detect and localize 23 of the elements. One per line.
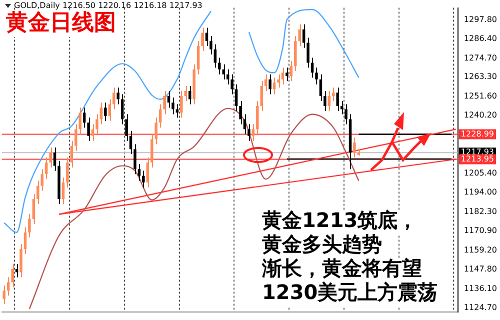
annotation: 黄金多头趋势 [261,232,382,256]
y-tick-label: 1240.20 [464,110,498,120]
ref-line-label: 1213.95 [460,154,494,164]
y-tick-label: 1286.40 [464,34,498,43]
annotation: 渐长，黄金将有望 [261,256,422,280]
annotation: 1230美元上方震荡 [262,280,438,304]
chart-subtitle: GOLD,Daily 1216.50 1220.16 1216.18 1217.93 [14,1,202,10]
y-tick-label: 1205.40 [464,168,498,178]
annotation: 黄金1213筑底， [261,208,418,232]
y-tick-label: 1297.80 [464,14,498,24]
y-tick-label: 1170.90 [464,226,498,235]
y-tick-label: 1194.00 [464,188,498,197]
y-tick-label: 1251.60 [464,92,498,101]
y-tick-label: 1274.70 [464,53,498,62]
y-tick-label: 1159.20 [464,245,498,254]
y-tick-label: 1147.80 [464,264,498,274]
ref-line-label: 1228.99 [460,129,494,138]
y-tick-label: 1124.70 [464,302,498,312]
y-tick-label: 1136.10 [464,284,498,293]
chart-title: 黄金日线图 [5,10,116,36]
ref-line-label: 1217.93 [460,148,494,157]
y-tick-label: 1182.30 [464,206,498,216]
y-tick-label: 1263.30 [464,72,498,82]
